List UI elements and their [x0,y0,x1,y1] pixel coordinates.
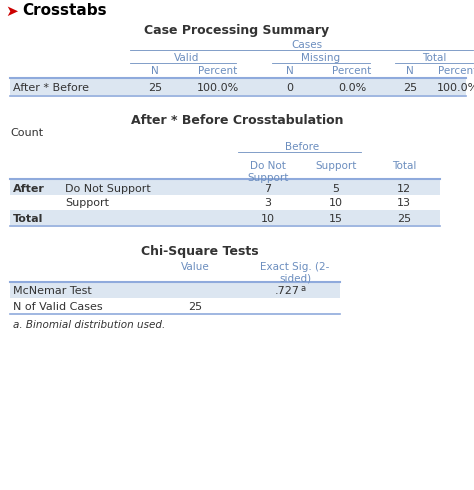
Bar [10,210,440,225]
Text: 5: 5 [332,183,339,194]
Bar [10,79,466,95]
Text: 25: 25 [403,83,417,93]
Text: 25: 25 [148,83,162,93]
Bar [10,283,340,298]
Text: Missing: Missing [301,53,340,63]
Text: N: N [406,66,414,76]
Text: N: N [151,66,159,76]
Text: 10: 10 [261,214,275,223]
Text: Do Not
Support: Do Not Support [247,161,289,183]
Bar [10,195,440,210]
Text: 100.0%: 100.0% [437,83,474,93]
Text: Exact Sig. (2-
sided): Exact Sig. (2- sided) [260,262,330,284]
Text: McNemar Test: McNemar Test [13,287,92,296]
Text: 10: 10 [329,198,343,209]
Text: 15: 15 [329,214,343,223]
Text: Valid: Valid [174,53,199,63]
Text: Total: Total [422,53,446,63]
Text: .727: .727 [275,287,300,296]
Text: Percent: Percent [199,66,237,76]
Text: After: After [13,183,45,194]
Text: N: N [286,66,294,76]
Text: 25: 25 [188,301,202,312]
Text: Total: Total [392,161,416,171]
Text: Total: Total [13,214,44,223]
Text: ➤: ➤ [5,3,18,19]
Text: 100.0%: 100.0% [197,83,239,93]
Text: 25: 25 [397,214,411,223]
Text: After * Before Crosstabulation: After * Before Crosstabulation [131,115,343,127]
Text: a: a [301,284,306,293]
Bar [10,298,340,313]
Text: Percent: Percent [438,66,474,76]
Text: 13: 13 [397,198,411,209]
Text: 0.0%: 0.0% [338,83,366,93]
Text: 7: 7 [264,183,272,194]
Text: Cases: Cases [291,40,322,50]
Text: Chi-Square Tests: Chi-Square Tests [141,245,259,258]
Text: Count: Count [10,128,43,138]
Text: 3: 3 [264,198,272,209]
Bar [10,180,440,195]
Text: a. Binomial distribution used.: a. Binomial distribution used. [13,320,165,330]
Text: Crosstabs: Crosstabs [22,3,107,19]
Text: Percent: Percent [332,66,372,76]
Text: 0: 0 [286,83,293,93]
Text: N of Valid Cases: N of Valid Cases [13,301,103,312]
Text: Support: Support [65,198,109,209]
Text: Support: Support [315,161,357,171]
Text: 12: 12 [397,183,411,194]
Text: Do Not Support: Do Not Support [65,183,151,194]
Text: Before: Before [285,142,319,152]
Text: Case Processing Summary: Case Processing Summary [145,24,329,38]
Text: After * Before: After * Before [13,83,89,93]
Text: Value: Value [181,262,210,272]
